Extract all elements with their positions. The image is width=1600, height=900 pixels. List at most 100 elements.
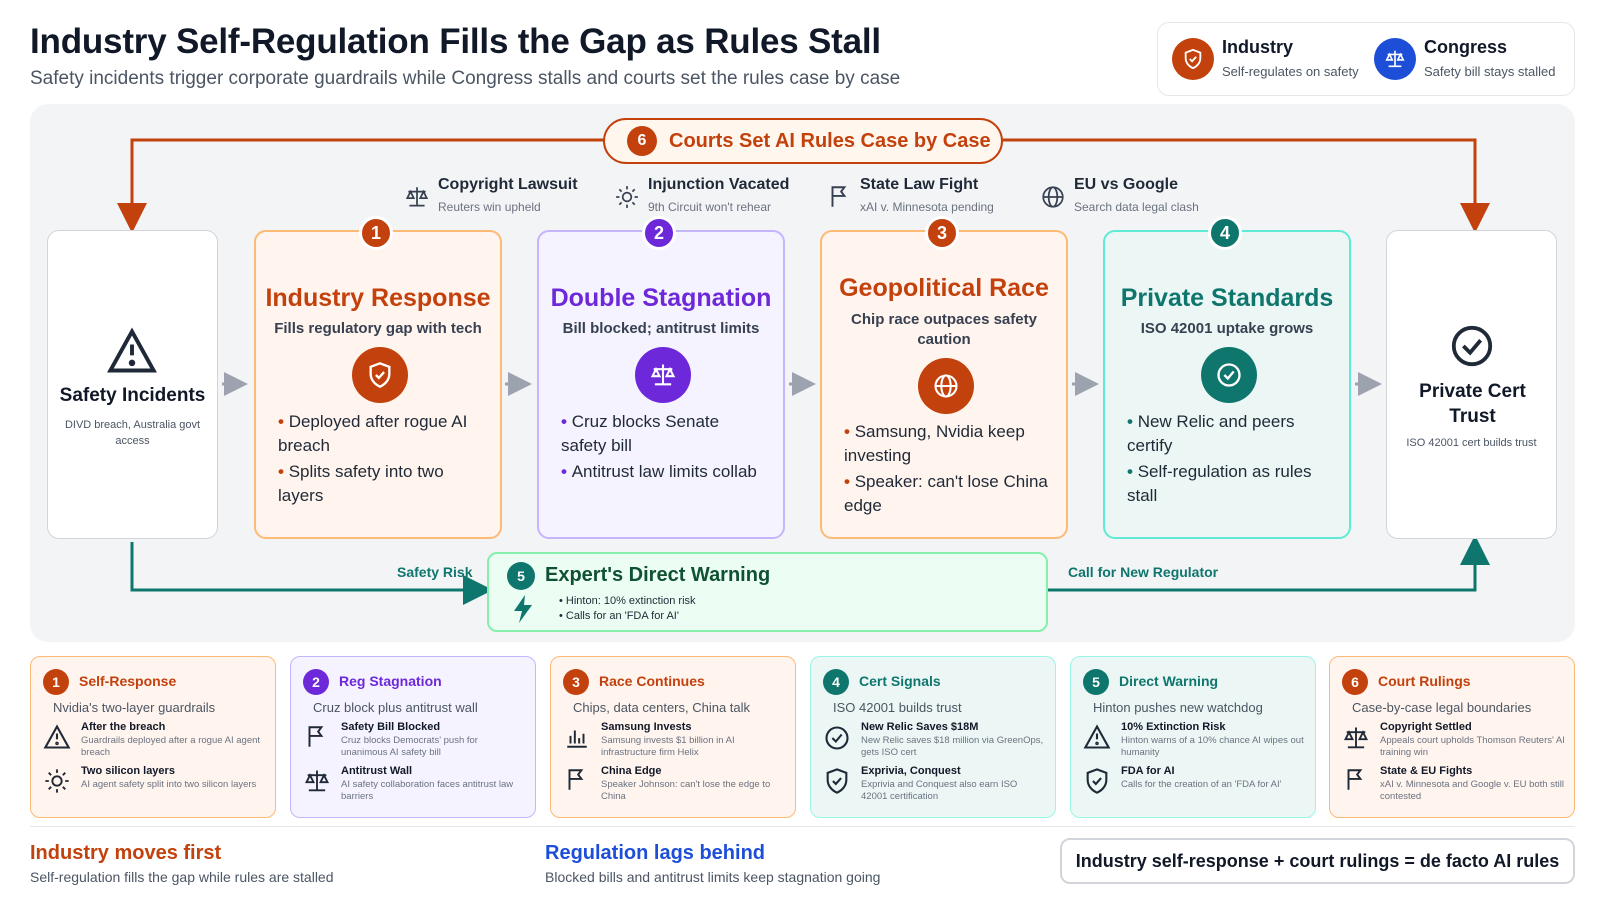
footer-mid-sub: Blocked bills and antitrust limits keep … <box>545 869 881 885</box>
end-title: Private Cert Trust <box>1419 381 1526 427</box>
footer-left-title: Industry moves first <box>30 842 222 864</box>
shield-icon <box>352 347 408 403</box>
annotation-sub: xAI v. Minnesota pending <box>860 200 994 214</box>
stage-bullets: • Deployed after rogue AI breach • Split… <box>278 412 468 505</box>
stage-card-3: Geopolitical Race Chip race outpaces saf… <box>820 230 1068 539</box>
flag-icon <box>308 726 324 747</box>
bottom-card-number: 5 <box>1083 669 1109 695</box>
end-card: Private Cert Trust ISO 42001 cert builds… <box>1386 230 1557 539</box>
item-title: New Relic Saves $18M <box>861 721 979 733</box>
item-title: After the breach <box>81 721 166 733</box>
item-title: 10% Extinction Risk <box>1121 721 1226 733</box>
stage-title: Private Standards <box>1120 284 1334 312</box>
annotation-sub: 9th Circuit won't rehear <box>648 200 772 214</box>
courts-banner: 6 Courts Set AI Rules Case by Case <box>603 118 1003 164</box>
bottom-card-sub: Chips, data centers, China talk <box>573 700 751 715</box>
new-regulator-label: Call for New Regulator <box>1068 564 1219 580</box>
page-title: Industry Self-Regulation Fills the Gap a… <box>30 22 881 61</box>
bullet: Samsung, Nvidia keep investing <box>844 422 1025 465</box>
bottom-card-sub: Nvidia's two-layer guardrails <box>53 700 216 715</box>
stage-title: Geopolitical Race <box>839 274 1049 302</box>
flag-icon <box>568 769 584 790</box>
warning-icon <box>1083 724 1111 749</box>
court-arrow-left <box>117 138 605 233</box>
bottom-card-title: Direct Warning <box>1119 673 1219 689</box>
bottom-card-title: Court Rulings <box>1378 673 1471 689</box>
shield-icon <box>1086 768 1108 794</box>
start-card: Safety Incidents DIVD breach, Australia … <box>47 230 218 539</box>
bottom-card-3: 3 Race Continues Chips, data centers, Ch… <box>550 656 796 818</box>
stage-subtitle: Bill blocked; antitrust limits <box>562 320 760 337</box>
bottom-card-title: Self-Response <box>79 673 177 689</box>
scales-icon <box>405 187 429 207</box>
annotation-title: Copyright Lawsuit <box>438 176 578 193</box>
item-desc: AI safety collaboration faces antitrust … <box>341 779 514 802</box>
check-circle-icon <box>1201 347 1257 403</box>
bottom-card-number: 3 <box>563 669 589 695</box>
shield-icon <box>826 768 848 794</box>
warning-number: 5 <box>507 562 535 590</box>
bottom-card-2: 2 Reg Stagnation Cruz block plus antitru… <box>290 656 536 818</box>
bar-chart-icon <box>567 730 587 748</box>
scales-icon <box>1343 727 1369 749</box>
bottom-card-number: 4 <box>823 669 849 695</box>
bottom-card-number: 1 <box>43 669 69 695</box>
item-desc: Hinton warns of a 10% chance AI wipes ou… <box>1121 735 1304 758</box>
item-title: Copyright Settled <box>1380 721 1472 733</box>
annotation-sub: Reuters win upheld <box>438 200 541 214</box>
item-desc: Guardrails deployed after a rogue AI age… <box>81 735 261 758</box>
stage-card-4: Private Standards ISO 42001 uptake grows… <box>1103 230 1351 539</box>
bottom-card-sub: Cruz block plus antitrust wall <box>313 700 478 715</box>
warning-arrow-out <box>1046 535 1490 592</box>
bottom-card-sub: ISO 42001 builds trust <box>833 700 962 715</box>
bullet: New Relic and peers certify <box>1127 412 1295 455</box>
legend-industry-name: Industry <box>1222 37 1294 57</box>
flag-icon <box>831 186 847 207</box>
item-title: Two silicon layers <box>81 765 175 777</box>
start-sub: DIVD breach, Australia govt access <box>64 419 201 447</box>
warning-icon <box>107 327 157 373</box>
safety-risk-label: Safety Risk <box>397 564 473 580</box>
scales-icon <box>635 347 691 403</box>
item-desc: New Relic saves $18 million via GreenOps… <box>861 735 1044 758</box>
courts-label: Courts Set AI Rules Case by Case <box>669 129 991 152</box>
item-desc: Samsung invests $1 billion in AI infrast… <box>601 735 735 758</box>
warning-title: Expert's Direct Warning <box>545 564 771 586</box>
stage-title: Industry Response <box>265 284 491 312</box>
item-title: FDA for AI <box>1121 765 1175 777</box>
item-title: Samsung Invests <box>601 721 692 733</box>
sun-icon <box>616 186 638 208</box>
bullet: Calls for an 'FDA for AI' <box>565 610 679 622</box>
bottom-card-title: Cert Signals <box>859 673 941 689</box>
bottom-card-title: Race Continues <box>599 673 705 689</box>
item-desc: Exprivia and Conquest also earn ISO 4200… <box>861 779 1018 802</box>
stage-bullets: • Samsung, Nvidia keep investing • Speak… <box>844 422 1048 515</box>
item-title: Exprivia, Conquest <box>861 765 961 777</box>
annotation-sub: Search data legal clash <box>1074 200 1199 214</box>
legend-congress-desc: Safety bill stays stalled <box>1424 64 1556 79</box>
stage-bullets: • New Relic and peers certify • Self-reg… <box>1127 412 1312 505</box>
item-desc: xAI v. Minnesota and Google v. EU both s… <box>1380 779 1564 802</box>
check-circle-icon <box>825 726 849 750</box>
bottom-card-1: 1 Self-Response Nvidia's two-layer guard… <box>30 656 276 818</box>
warning-icon <box>43 724 71 749</box>
bottom-card-4: 4 Cert Signals ISO 42001 builds trust Ne… <box>810 656 1056 818</box>
footer-divider <box>30 826 1575 827</box>
item-title: China Edge <box>601 765 662 777</box>
bolt-icon <box>514 595 532 623</box>
annotation-title: Injunction Vacated <box>648 176 790 193</box>
stage-bullets: • Cruz blocks Senate safety bill • Antit… <box>561 412 757 481</box>
annotation-title: State Law Fight <box>860 176 979 193</box>
court-arrow-right <box>1000 138 1490 233</box>
item-title: Safety Bill Blocked <box>341 721 441 733</box>
item-desc: Speaker Johnson: can't lose the edge to … <box>601 779 771 802</box>
start-title: Safety Incidents <box>59 385 206 406</box>
stage-card-2: Double Stagnation Bill blocked; antitrus… <box>537 230 785 539</box>
bottom-card-number: 6 <box>1342 669 1368 695</box>
bottom-card-sub: Case-by-case legal boundaries <box>1352 700 1532 715</box>
stage-number-4: 4 <box>1208 216 1242 250</box>
globe-icon <box>918 358 974 414</box>
stage-card-1: Industry Response Fills regulatory gap w… <box>254 230 502 539</box>
annotation-title: EU vs Google <box>1074 176 1179 193</box>
